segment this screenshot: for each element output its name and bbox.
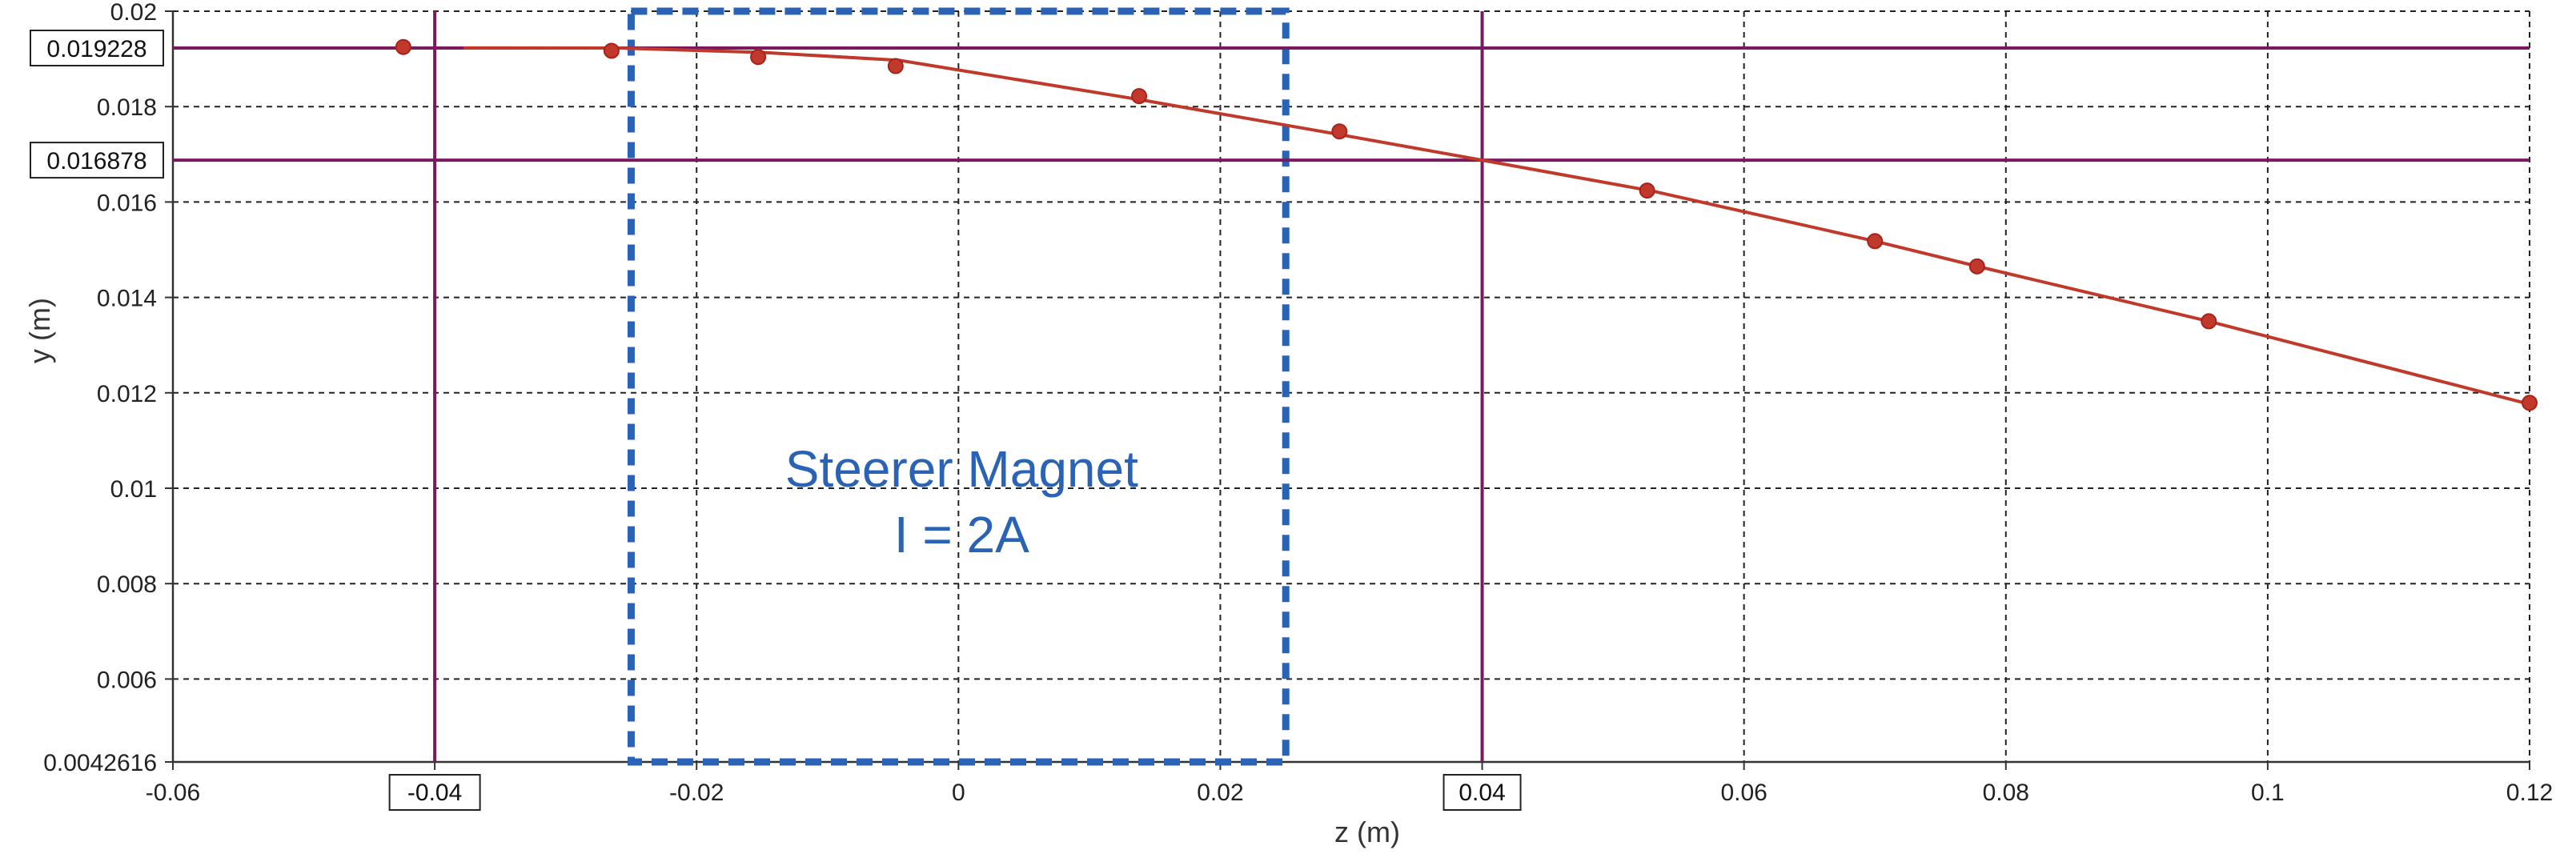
x-tick-label: 0 <box>952 780 965 806</box>
cursor-layer <box>173 11 2530 762</box>
trajectory-point <box>2201 313 2217 330</box>
magnet-region-box <box>627 7 1290 766</box>
x-tick-label: 0.08 <box>1983 780 2029 806</box>
x-tick-label: 0.04 <box>1459 780 1505 806</box>
y-cursor-value-box <box>30 30 164 67</box>
x-cursor-value-box <box>388 774 481 811</box>
y-tick-label: 0.01 <box>110 476 157 503</box>
y-tick-label: 0.016 <box>97 190 157 216</box>
trajectory-point <box>1968 258 1985 275</box>
label-layer: z (m) y (m) Steerer Magnet I = 2A <box>23 298 1400 848</box>
grid-layer <box>173 10 2530 762</box>
x-tick-label: 0.12 <box>2506 780 2553 806</box>
trajectory-line <box>463 46 2530 407</box>
x-cursor-value-box <box>1442 774 1522 811</box>
y-tick-label: 0.008 <box>97 571 157 598</box>
region-layer <box>627 7 1290 766</box>
x-tick-label: 0.1 <box>2251 780 2285 806</box>
y-tick-label: 0.012 <box>97 381 157 407</box>
trajectory-point <box>395 38 411 55</box>
x-tick-label: 0.02 <box>1197 780 1243 806</box>
x-tick-label: -0.06 <box>146 780 200 806</box>
y-tick-label: 0.014 <box>97 286 157 312</box>
x-tick-label: -0.02 <box>669 780 724 806</box>
trajectory-point <box>603 42 620 59</box>
trajectory-point <box>887 58 904 74</box>
trajectory-point <box>2522 395 2538 411</box>
x-tick-label: -0.04 <box>407 780 462 806</box>
y-axis-title: y (m) <box>23 298 56 363</box>
y-tick-label: 0.006 <box>97 667 157 693</box>
y-cursor-value-box <box>30 142 164 179</box>
y-cursor-value-label: 0.019228 <box>46 36 146 62</box>
trajectory-point <box>1131 88 1148 105</box>
trajectory-point <box>1867 233 1884 250</box>
trajectory-point <box>750 49 767 66</box>
region-label-current: I = 2A <box>894 506 1029 563</box>
x-axis-title: z (m) <box>1334 816 1400 848</box>
y-tick-label: 0.018 <box>97 94 157 121</box>
axis-layer: -0.06 -0.04 -0.02 0 0.02 0.04 0.06 0.08 0.1 0.12 0… <box>30 0 2553 811</box>
region-label-title: Steerer Magnet <box>785 440 1138 498</box>
y-cursor-value-label: 0.016878 <box>46 148 146 174</box>
y-tick-label: 0.02 <box>110 0 157 26</box>
series-layer <box>395 38 2538 411</box>
trajectory-point <box>1639 182 1655 199</box>
trajectory-point <box>1331 123 1348 140</box>
y-tick-label: 0.0042616 <box>43 750 157 776</box>
x-tick-label: 0.06 <box>1720 780 1767 806</box>
